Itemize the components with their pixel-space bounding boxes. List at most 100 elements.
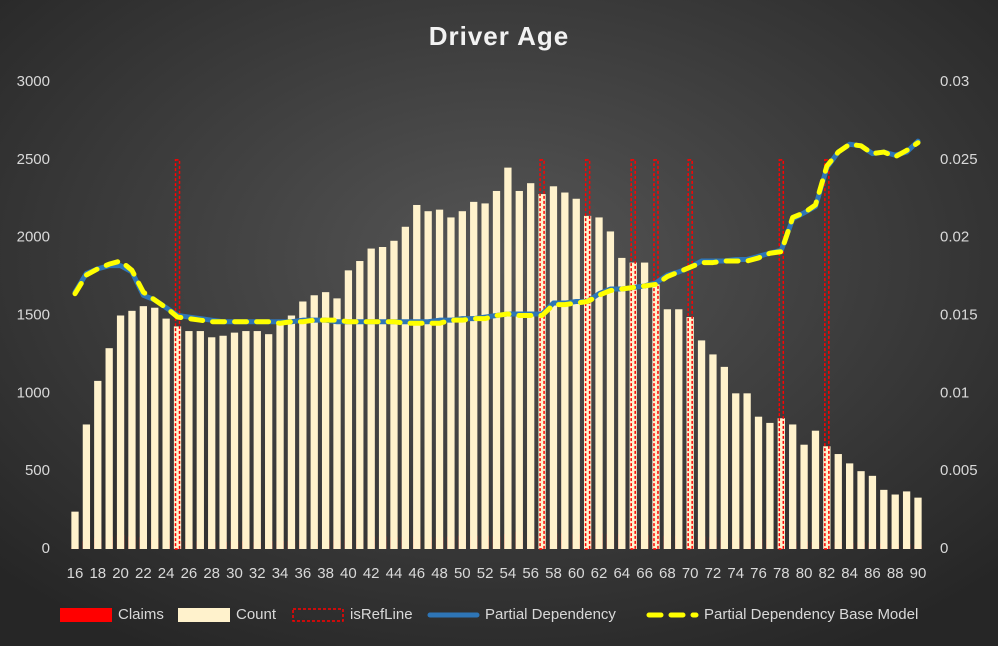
- bar: [151, 307, 159, 549]
- x-tick-label: 90: [910, 565, 927, 582]
- bar: [709, 354, 717, 549]
- x-tick-label: 84: [841, 565, 858, 582]
- bar: [640, 262, 649, 549]
- y-tick-label: 2500: [17, 151, 50, 168]
- bar: [116, 315, 125, 549]
- bar: [230, 332, 239, 549]
- bar: [424, 211, 432, 549]
- y-tick-label: 0: [42, 540, 50, 557]
- bar: [880, 489, 888, 549]
- bar: [71, 511, 79, 549]
- x-tick-label: 58: [545, 565, 562, 582]
- bar: [572, 198, 580, 549]
- ref-line: [539, 159, 545, 550]
- legend-swatch: [60, 608, 112, 622]
- x-tick-label: 52: [477, 565, 494, 582]
- y2-tick-label: 0.03: [940, 73, 969, 90]
- bar: [583, 215, 592, 549]
- bar: [527, 183, 535, 549]
- bar: [458, 211, 466, 549]
- legend-swatch: [292, 608, 344, 622]
- bar: [310, 295, 318, 549]
- bar: [595, 217, 603, 549]
- ref-line: [778, 159, 785, 550]
- x-tick-label: 78: [773, 565, 790, 582]
- bar: [777, 418, 785, 549]
- bar: [561, 192, 569, 550]
- x-tick-label: 38: [317, 565, 334, 582]
- x-tick-label: 54: [500, 565, 517, 582]
- bar: [549, 186, 558, 549]
- bar: [105, 348, 113, 549]
- ref-line: [174, 159, 181, 550]
- legend-swatch: [178, 608, 230, 622]
- bar: [686, 317, 694, 549]
- y-tick-label: 1000: [17, 384, 50, 401]
- x-tick-label: 64: [613, 565, 630, 582]
- bar: [789, 424, 797, 549]
- bar: [846, 463, 854, 549]
- y2-tick-label: 0.01: [940, 384, 969, 401]
- bar: [219, 335, 227, 549]
- bar: [766, 422, 774, 549]
- bar: [675, 309, 683, 549]
- bar: [242, 331, 250, 549]
- bar: [173, 326, 182, 549]
- bar: [754, 416, 763, 549]
- x-tick-label: 66: [636, 565, 653, 582]
- x-tick-label: 68: [659, 565, 676, 582]
- ref-line: [630, 159, 636, 550]
- bar: [265, 334, 273, 549]
- x-tick-label: 48: [431, 565, 448, 582]
- bar: [413, 204, 421, 549]
- legend-label: Partial Dependency Base Model: [704, 606, 918, 623]
- bar: [299, 301, 307, 549]
- x-tick-label: 32: [249, 565, 266, 582]
- bar: [333, 298, 341, 549]
- x-tick-label: 74: [727, 565, 744, 582]
- legend-label: Claims: [118, 606, 164, 623]
- bar: [652, 284, 660, 549]
- y-tick-label: 1500: [17, 306, 50, 323]
- bar: [663, 309, 672, 549]
- bar: [390, 240, 398, 549]
- x-tick-label: 72: [705, 565, 722, 582]
- ref-line: [687, 159, 693, 550]
- x-tick-label: 40: [340, 565, 357, 582]
- y2-tick-label: 0.02: [940, 229, 969, 246]
- bar: [606, 231, 615, 549]
- bar: [618, 257, 626, 549]
- y2-tick-label: 0.005: [940, 462, 978, 479]
- y2-tick-label: 0.025: [940, 151, 978, 168]
- bar: [538, 194, 546, 549]
- bar: [94, 380, 102, 549]
- y2-tick-label: 0: [940, 540, 948, 557]
- bar: [891, 494, 899, 549]
- bar: [82, 424, 91, 549]
- chart-title: Driver Age: [429, 21, 570, 51]
- bar: [344, 270, 353, 549]
- bar: [732, 393, 740, 549]
- x-tick-label: 70: [682, 565, 699, 582]
- bar: [162, 318, 170, 549]
- bar: [447, 217, 455, 549]
- legend-label: Count: [236, 606, 277, 623]
- bar: [481, 203, 489, 550]
- x-tick-label: 30: [226, 565, 243, 582]
- bar: [435, 209, 444, 549]
- x-tick-label: 42: [363, 565, 380, 582]
- bar: [857, 471, 865, 549]
- x-tick-label: 16: [67, 565, 84, 582]
- bar: [811, 430, 820, 549]
- bar: [800, 444, 808, 549]
- y2-tick-label: 0.015: [940, 306, 978, 323]
- bar: [253, 331, 261, 549]
- bar: [196, 331, 204, 549]
- x-tick-label: 76: [750, 565, 767, 582]
- x-tick-label: 80: [796, 565, 813, 582]
- bar: [629, 262, 637, 549]
- bar: [378, 247, 387, 550]
- bar: [276, 323, 284, 549]
- y-tick-label: 3000: [17, 73, 50, 90]
